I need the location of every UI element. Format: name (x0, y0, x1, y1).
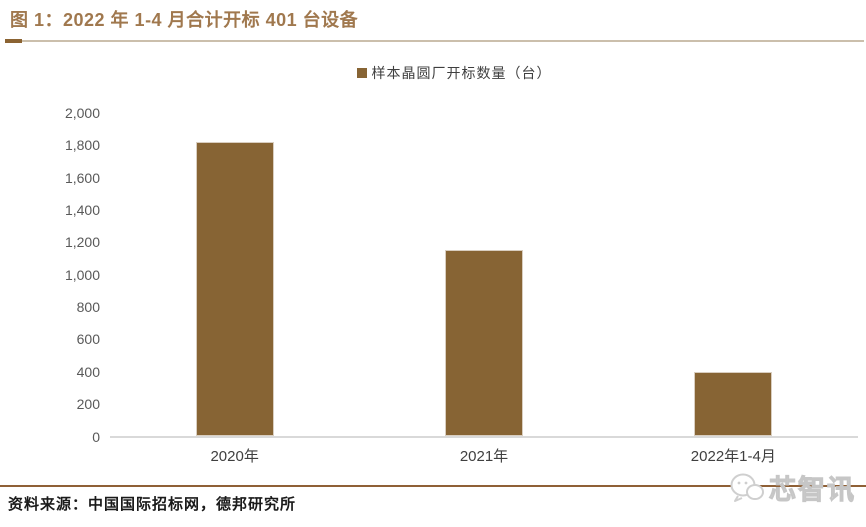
x-category-label: 2022年1-4月 (690, 448, 776, 465)
y-tick-label: 800 (76, 299, 100, 316)
chart-legend: 样本晶圆厂开标数量（台） (50, 63, 858, 83)
title-underline (5, 39, 864, 43)
y-tick-label: 1,800 (64, 137, 100, 154)
bar-2020年 (195, 142, 274, 437)
y-tick-label: 1,000 (64, 266, 100, 283)
source-note: 资料来源：中国国际招标网，德邦研究所 (8, 496, 297, 513)
x-axis-line (110, 436, 858, 438)
y-tick-label: 1,400 (64, 202, 100, 219)
y-tick-label: 200 (76, 396, 100, 413)
y-tick-label: 0 (92, 428, 100, 445)
figure-title: 图 1：2022 年 1-4 月合计开标 401 台设备 (10, 10, 359, 30)
watermark-face-icon (730, 473, 764, 502)
x-category-label: 2020年 (210, 448, 259, 465)
legend-label: 样本晶圆厂开标数量（台） (371, 65, 552, 81)
y-tick-label: 400 (76, 363, 100, 380)
x-category-label: 2021年 (459, 448, 509, 465)
bottom-divider-line (0, 485, 866, 487)
watermark-text: 芯智讯 (769, 475, 856, 506)
bar-2022年1-4月 (694, 371, 773, 437)
y-tick-label: 600 (76, 331, 100, 348)
y-tick-label: 1,600 (64, 169, 100, 186)
bar-2021年 (445, 250, 523, 437)
title-underline-accent (5, 39, 22, 43)
y-tick-label: 1,200 (64, 234, 100, 251)
watermark-logo: 芯智讯 (729, 468, 856, 507)
y-tick-label: 2,000 (64, 105, 100, 121)
legend-marker-square (356, 68, 367, 78)
